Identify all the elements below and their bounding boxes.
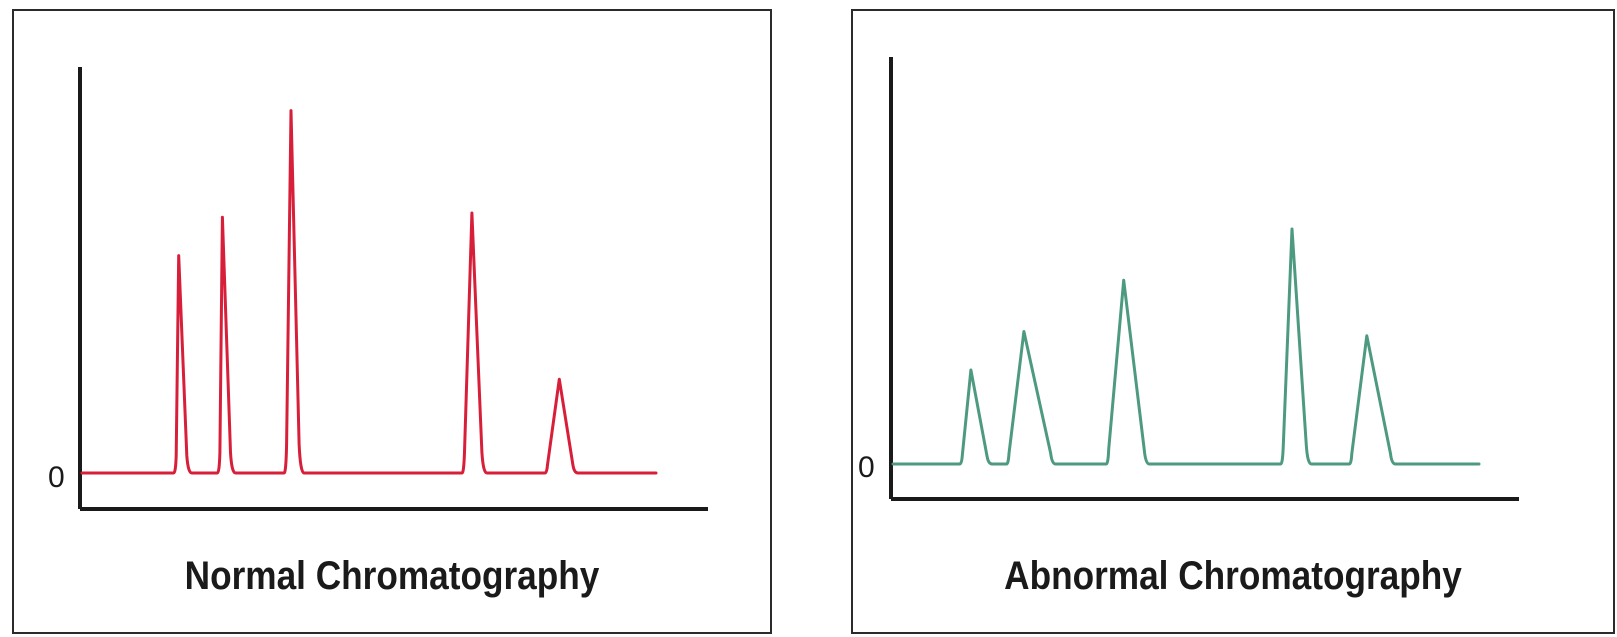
y-tick-zero: 0 bbox=[48, 461, 65, 494]
chromatogram-trace bbox=[80, 109, 658, 475]
normal-chromatography-panel: 0 Normal Chromatography bbox=[12, 9, 772, 634]
abnormal-chromatography-panel: 0 Abnormal Chromatography bbox=[851, 9, 1615, 634]
y-tick-zero: 0 bbox=[858, 451, 875, 484]
abnormal-chromatography-chart: 0 bbox=[858, 57, 1519, 501]
chromatogram-trace bbox=[891, 227, 1481, 466]
normal-chromatography-chart: 0 bbox=[48, 67, 708, 511]
chart-title: Abnormal Chromatography bbox=[1004, 554, 1462, 598]
chart-title: Normal Chromatography bbox=[184, 554, 600, 598]
